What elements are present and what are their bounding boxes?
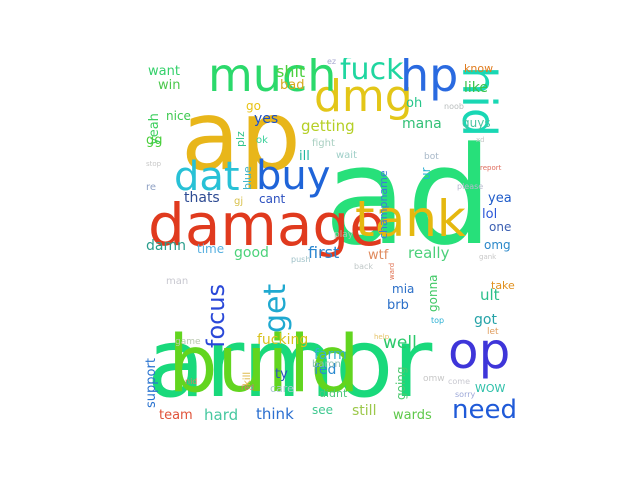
word-tank: tank: [355, 190, 466, 248]
word-please: please: [457, 182, 484, 191]
word-much: much: [208, 58, 337, 102]
word-going: going: [394, 366, 408, 400]
word-gonna: gonna: [426, 274, 440, 312]
word-push: push: [291, 255, 311, 264]
word-bad: bad: [280, 78, 305, 93]
word-team: team: [159, 408, 193, 423]
word-guys: guys: [462, 116, 491, 130]
word-build: build: [168, 320, 360, 410]
word-armor: armor: [147, 309, 433, 419]
word-didnt: didnt: [319, 387, 348, 400]
word-wow: WOW: [475, 382, 506, 395]
word-game: game: [175, 337, 201, 347]
word-yea: yea: [488, 191, 512, 206]
word-win: win: [158, 78, 181, 93]
word-top: top: [431, 316, 445, 325]
word-like: like: [464, 80, 489, 96]
word-ok: ok: [256, 135, 268, 146]
word-buy: buy: [256, 153, 331, 199]
word-well: well: [383, 333, 417, 353]
word-wtf: wtf: [368, 248, 389, 263]
word-ap: ap: [181, 80, 301, 192]
word-wait: wait: [336, 150, 358, 161]
word-ez: ez: [327, 58, 337, 66]
word-really: really: [408, 244, 450, 262]
word-ur: ur: [419, 167, 433, 180]
word-thats: thats: [184, 190, 220, 206]
word-brb: brb: [387, 298, 409, 313]
word-wards: wards: [393, 408, 432, 423]
word-stop: stop: [146, 160, 162, 168]
word-gank: gank: [479, 253, 497, 261]
word-nice: nice: [166, 109, 191, 123]
word-first: first: [308, 243, 340, 262]
word-gj: gj: [234, 196, 244, 207]
word-dat: dat: [174, 154, 240, 200]
word-red: red: [241, 383, 255, 392]
word-baron: baron: [312, 359, 341, 370]
word-one: one: [489, 220, 512, 234]
word-fed: fed: [314, 362, 337, 378]
word-need: need: [452, 395, 516, 425]
word-nid: nid: [185, 377, 198, 386]
word-fight: fight: [312, 138, 335, 149]
word-think: think: [256, 405, 294, 423]
word-let: let: [487, 327, 499, 337]
word-lol: lol: [482, 207, 498, 222]
word-support: support: [144, 358, 159, 408]
word-see: see: [312, 403, 334, 417]
word-shit: shit: [276, 62, 306, 81]
word-omw: omw: [423, 374, 445, 384]
word-farm: farm: [314, 347, 347, 363]
word-yes: yes: [254, 111, 279, 127]
word-get: get: [258, 283, 293, 333]
word-omg: omg: [484, 238, 511, 252]
word-good: good: [234, 245, 269, 261]
word-ad: ad: [324, 118, 493, 275]
word-mia: mia: [392, 282, 415, 296]
word-go: go: [246, 99, 261, 113]
word-got: got: [474, 312, 497, 328]
word-ward: ward: [388, 262, 396, 280]
word-blue: blue: [241, 166, 254, 190]
word-take: take: [491, 279, 515, 292]
word-xd: xd: [476, 136, 485, 144]
word-ty: ty: [275, 367, 288, 382]
word-fuck: fuck: [340, 58, 404, 87]
word-back: back: [354, 262, 374, 271]
word-re: re: [146, 182, 157, 193]
word-time: time: [197, 242, 225, 256]
word-man: man: [166, 276, 189, 287]
word-oh: oh: [406, 96, 423, 111]
word-hard: hard: [204, 406, 239, 424]
word-champname: champname: [377, 170, 390, 239]
word-damage: damage: [148, 191, 385, 259]
word-bot: bot: [424, 152, 439, 162]
word-report: report: [480, 164, 502, 172]
word-noob: noob: [444, 102, 464, 111]
word-come: come: [448, 377, 471, 386]
word-gg: gg: [146, 133, 163, 148]
word-care: care: [270, 382, 294, 395]
word-ill: ill: [299, 149, 310, 164]
word-hp: hp: [400, 58, 459, 102]
word-still: still: [352, 403, 377, 419]
word-plz: plz: [234, 131, 247, 147]
word-mana: mana: [402, 116, 442, 132]
word-cant: cant: [259, 192, 286, 206]
word-want: want: [148, 64, 180, 79]
word-focus: focus: [202, 283, 230, 348]
word-damn: damn: [146, 238, 186, 254]
word-know: know: [464, 62, 494, 75]
word-help: help: [374, 333, 390, 341]
word-play: play: [334, 230, 354, 240]
word-ult: ult: [480, 286, 500, 304]
word-fucking: fucking: [257, 332, 309, 348]
word-getting: getting: [301, 117, 355, 135]
word-op: op: [448, 322, 511, 380]
word-dmg: dmg: [314, 71, 413, 122]
word-cloud: armor ad ap build damage tank dmg much buy dat hp h…: [144, 58, 516, 430]
word-sorry: sorry: [455, 390, 476, 399]
